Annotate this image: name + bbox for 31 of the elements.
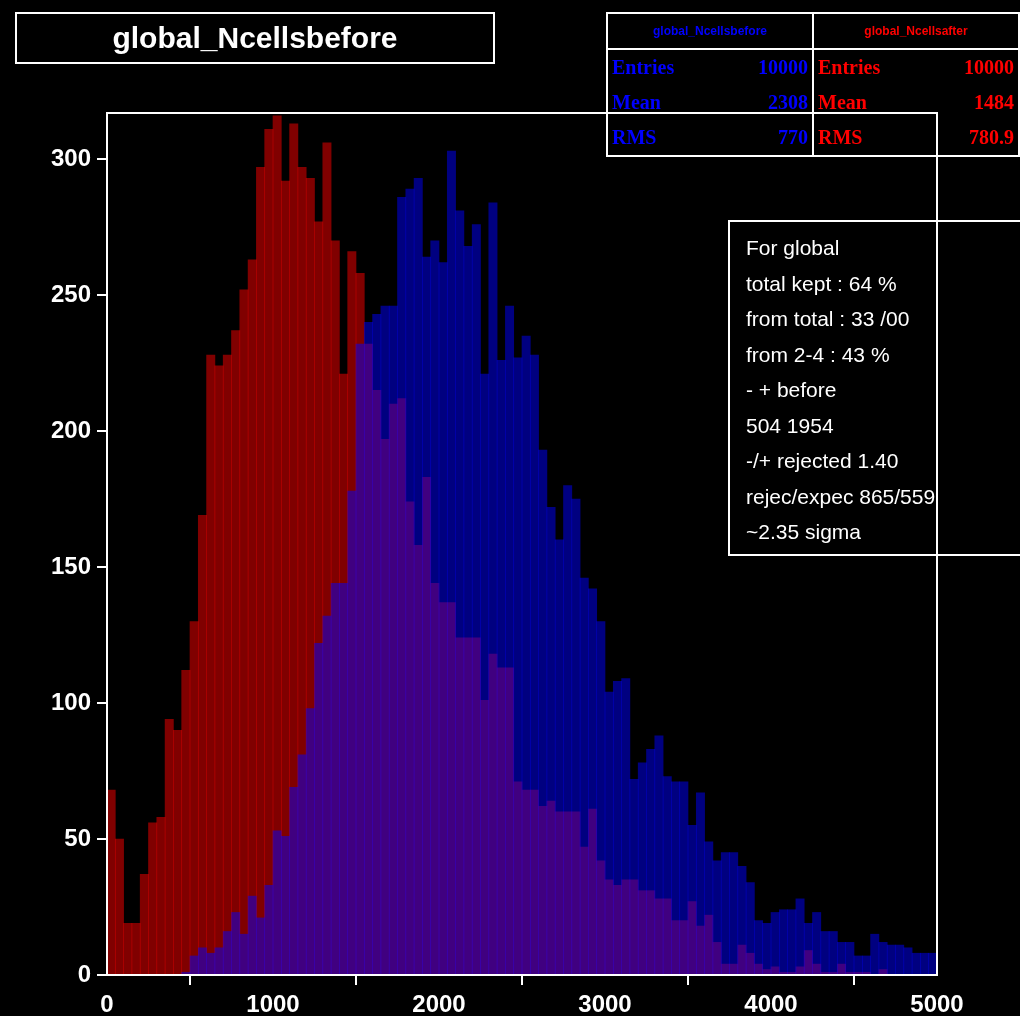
x-tick-label: 0 bbox=[100, 990, 114, 1016]
text: Entries 10000 bbox=[612, 56, 808, 78]
annotation: from 2-4 : 43 % bbox=[746, 341, 891, 368]
annotation: rejec/expec 865/559 bbox=[746, 483, 937, 510]
annotation: - + before bbox=[746, 377, 838, 403]
annotation: For global bbox=[746, 235, 841, 261]
text: Mean 2308 bbox=[612, 91, 808, 113]
x-tick-label: 4000 bbox=[744, 990, 798, 1016]
y-tick-label: 150 bbox=[50, 551, 91, 579]
annotation: from total : 33 /00 bbox=[746, 306, 911, 332]
x-tick-label: 3000 bbox=[578, 990, 632, 1016]
chart-title: global_Ncellsbefore bbox=[15, 12, 495, 64]
y-tick-label: 0 bbox=[77, 959, 91, 987]
text: global_Ncellsafter bbox=[814, 14, 1018, 50]
annotation: -/+ rejected 1.40 bbox=[746, 448, 900, 474]
y-tick-label: 200 bbox=[50, 415, 91, 443]
x-tick-label: 5000 bbox=[910, 990, 964, 1016]
y-tick-label: 250 bbox=[50, 279, 91, 307]
text: global_Ncellsbefore bbox=[608, 14, 812, 50]
annotation: total kept : 64 % bbox=[746, 270, 898, 297]
text: Entries 10000 bbox=[818, 56, 1014, 78]
text: RMS 780.9 bbox=[818, 126, 1014, 148]
x-tick-label: 1000 bbox=[246, 990, 300, 1016]
x-tick-label: 2000 bbox=[412, 990, 466, 1016]
annotation: 504 1954 bbox=[746, 412, 835, 439]
y-tick-label: 50 bbox=[64, 823, 91, 851]
y-tick-label: 300 bbox=[50, 143, 91, 171]
y-tick-label: 100 bbox=[50, 687, 91, 715]
text: Mean 1484 bbox=[818, 91, 1014, 113]
annotation: ~2.35 sigma bbox=[746, 519, 862, 545]
text: RMS 770 bbox=[612, 126, 808, 148]
